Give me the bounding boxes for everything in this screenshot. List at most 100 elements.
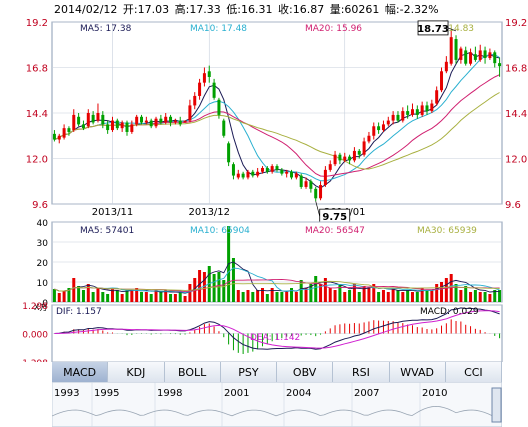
volume-bar bbox=[222, 280, 226, 302]
candle-body bbox=[391, 114, 395, 121]
volume-bar bbox=[285, 292, 289, 302]
price-ytick-left: 12.0 bbox=[26, 155, 48, 166]
volume-bar bbox=[110, 288, 114, 302]
volume-bar bbox=[236, 290, 240, 302]
candle-body bbox=[57, 135, 61, 140]
tab-cci[interactable]: CCI bbox=[445, 362, 502, 382]
price-ytick-left: 16.8 bbox=[26, 64, 48, 75]
candle-body bbox=[299, 175, 303, 187]
quote-date: 2014/02/12 bbox=[54, 3, 118, 16]
volume-bar bbox=[493, 290, 497, 302]
tab-boll[interactable]: BOLL bbox=[164, 362, 221, 382]
candle-body bbox=[459, 48, 463, 60]
price-ytick-right: 16.8 bbox=[505, 64, 527, 75]
vol-ma30-line bbox=[54, 280, 500, 292]
volume-bar bbox=[67, 288, 71, 302]
volume-bar bbox=[125, 290, 129, 302]
tab-macd[interactable]: MACD bbox=[52, 362, 109, 382]
candle-body bbox=[319, 185, 323, 199]
timeline-frame bbox=[52, 382, 502, 427]
candle-body bbox=[246, 171, 250, 178]
candle-body bbox=[343, 156, 347, 161]
volume-ytick: 0 bbox=[42, 299, 48, 309]
volume-bar bbox=[464, 286, 468, 302]
volume-bar bbox=[149, 294, 153, 302]
dif-line bbox=[54, 307, 500, 350]
candle-body bbox=[430, 103, 434, 112]
candle-body bbox=[183, 120, 187, 123]
volume-bar bbox=[159, 292, 163, 302]
candle-body bbox=[406, 111, 410, 115]
volume-bar bbox=[410, 292, 414, 302]
volume-bar bbox=[198, 270, 202, 302]
vol-ma10-line bbox=[54, 267, 500, 294]
candle-body bbox=[251, 171, 255, 176]
macd-ytick: -1.298 bbox=[19, 359, 48, 362]
candle-body bbox=[435, 90, 439, 104]
volume-bar bbox=[459, 290, 463, 302]
candle-body bbox=[294, 173, 298, 178]
volume-bar bbox=[473, 290, 477, 302]
tab-psy[interactable]: PSY bbox=[220, 362, 277, 382]
timeline-year-label: 1995 bbox=[94, 388, 119, 399]
candle-body bbox=[164, 116, 168, 123]
candle-body bbox=[256, 171, 260, 176]
volume-bar bbox=[377, 292, 381, 302]
candle-body bbox=[120, 122, 124, 129]
candle-body bbox=[130, 124, 134, 132]
candle-body bbox=[420, 105, 424, 115]
volume-bar bbox=[372, 284, 376, 302]
price-xtick: 2013/11 bbox=[92, 207, 134, 218]
price-ytick-left: 9.6 bbox=[32, 200, 48, 211]
volume-bar bbox=[251, 292, 255, 302]
candle-body bbox=[140, 116, 144, 123]
candle-body bbox=[115, 120, 119, 129]
candle-body bbox=[323, 169, 327, 186]
volume-bar bbox=[96, 288, 100, 302]
candle-body bbox=[425, 105, 429, 112]
candle-body bbox=[473, 54, 477, 60]
volume-bar bbox=[72, 278, 76, 302]
volume-bar bbox=[77, 286, 81, 302]
candle-body bbox=[449, 37, 453, 64]
volume-bar bbox=[294, 292, 298, 302]
volume-bar bbox=[86, 284, 90, 302]
candle-body bbox=[198, 82, 202, 96]
volume-bar bbox=[323, 278, 327, 302]
candle-body bbox=[188, 105, 192, 121]
candle-body bbox=[464, 50, 468, 64]
volume-bar bbox=[498, 290, 502, 302]
candle-body bbox=[415, 109, 419, 115]
volume-bar bbox=[101, 292, 105, 302]
tab-wvad[interactable]: WVAD bbox=[389, 362, 446, 382]
candle-body bbox=[227, 143, 231, 163]
volume-bar bbox=[381, 290, 385, 302]
volume-bar bbox=[265, 294, 269, 302]
indicator-tabs: MACD KDJ BOLL PSY OBV RSI WVAD CCI bbox=[52, 362, 502, 382]
volume-bar bbox=[420, 288, 424, 302]
candle-body bbox=[72, 114, 76, 131]
volume-ytick: 30 bbox=[37, 239, 49, 249]
candle-body bbox=[62, 128, 66, 138]
volume-bar bbox=[430, 290, 434, 302]
volume-bar bbox=[144, 292, 148, 302]
annotation-leader bbox=[315, 201, 321, 217]
tab-kdj[interactable]: KDJ bbox=[108, 362, 165, 382]
quote-open: 开:17.03 bbox=[122, 3, 170, 16]
tab-rsi[interactable]: RSI bbox=[333, 362, 390, 382]
volume-bar bbox=[115, 290, 119, 302]
tab-obv[interactable]: OBV bbox=[277, 362, 334, 382]
volume-bar bbox=[91, 292, 95, 302]
candle-body bbox=[159, 118, 163, 123]
history-timeline[interactable]: 1993 1995 1998 2001 2004 2007 2010 bbox=[52, 382, 502, 427]
volume-bar bbox=[246, 290, 250, 302]
timeline-range-handle bbox=[491, 387, 502, 423]
candle-body bbox=[236, 173, 240, 178]
candle-body bbox=[280, 169, 284, 174]
volume-bar bbox=[106, 294, 110, 302]
candle-body bbox=[357, 150, 361, 155]
candle-body bbox=[275, 166, 279, 170]
timeline-year-label: 2010 bbox=[422, 388, 447, 399]
candle-body bbox=[338, 154, 342, 161]
